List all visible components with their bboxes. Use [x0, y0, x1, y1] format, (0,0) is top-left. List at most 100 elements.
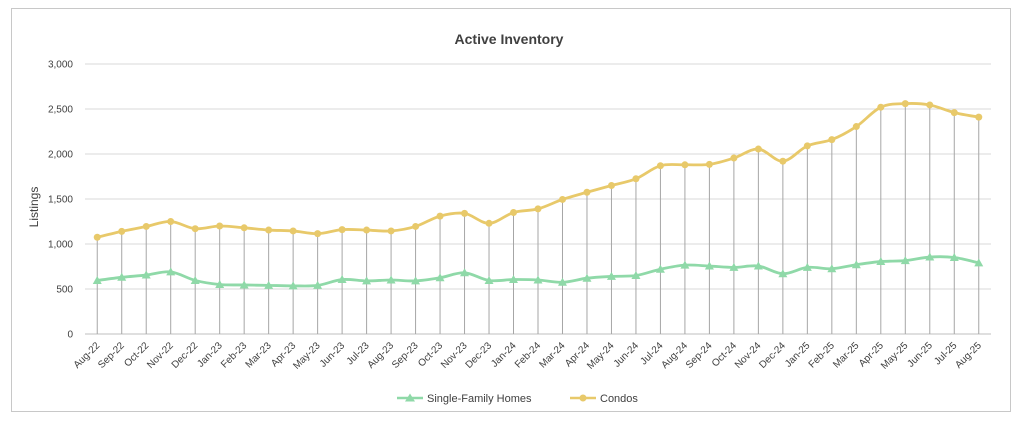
x-tick-label: Mar-24: [537, 340, 567, 370]
data-point-single-family: [435, 273, 445, 282]
data-point-condos: [510, 209, 518, 216]
data-point-single-family: [778, 269, 788, 278]
data-point-condos: [705, 160, 713, 168]
data-point-condos: [191, 225, 199, 233]
data-point-condos: [828, 136, 836, 144]
data-point-condos: [240, 224, 248, 232]
x-tick-label: Jun-23: [318, 340, 348, 370]
data-point-condos: [607, 182, 615, 189]
data-point-single-family: [92, 275, 102, 284]
data-point-single-family: [606, 271, 616, 280]
x-tick-label: Dec-24: [757, 340, 788, 371]
data-point-single-family: [509, 275, 519, 284]
x-tick-label: Feb-23: [219, 340, 249, 370]
data-point-single-family: [680, 260, 690, 269]
data-point-condos: [901, 100, 909, 108]
data-point-condos: [314, 230, 322, 238]
y-tick-label: 0: [67, 330, 73, 341]
x-tick-label: Mar-25: [831, 340, 861, 370]
data-point-condos: [583, 188, 591, 196]
data-point-single-family: [533, 275, 543, 284]
y-tick-label: 1,500: [48, 195, 73, 206]
data-point-single-family: [484, 275, 494, 284]
data-point-condos: [730, 154, 738, 162]
y-tick-label: 2,000: [48, 150, 73, 161]
x-tick-label: Aug-25: [953, 340, 984, 371]
data-point-condos: [387, 227, 395, 235]
data-point-single-family: [631, 271, 641, 279]
data-point-single-family: [729, 262, 739, 271]
data-point-condos: [950, 109, 958, 117]
data-point-single-family: [460, 268, 470, 277]
drop-lines: [96, 103, 980, 334]
x-tick-label: May-25: [879, 340, 911, 372]
data-point-condos: [877, 103, 885, 111]
data-point-single-family: [288, 281, 298, 290]
data-point-condos: [93, 233, 101, 241]
data-point-condos: [852, 123, 860, 131]
chart-frame: Active Inventory 0 500 1,000 1,500 2,000 2,50…: [11, 8, 1011, 412]
data-point-condos: [265, 226, 273, 234]
legend: Single-Family Homes Condos: [397, 393, 638, 405]
data-point-single-family: [851, 260, 861, 269]
legend-marker-single-family: [405, 393, 415, 402]
data-point-single-family: [949, 253, 959, 261]
data-point-single-family: [655, 264, 665, 273]
data-point-single-family: [386, 275, 396, 284]
data-point-single-family: [313, 280, 323, 289]
data-point-condos: [485, 219, 493, 227]
data-point-condos: [167, 218, 175, 225]
x-tick-label: Feb-25: [807, 340, 837, 370]
data-point-single-family: [557, 277, 567, 286]
legend-marker-condos: [579, 394, 587, 402]
data-point-single-family: [117, 272, 127, 281]
series-group: [92, 100, 984, 290]
data-point-single-family: [704, 261, 714, 270]
data-point-single-family: [900, 256, 910, 265]
y-tick-label: 500: [56, 285, 73, 296]
data-point-single-family: [239, 280, 249, 289]
y-tick-labels: 0 500 1,000 1,500 2,000 2,500 3,000: [48, 60, 73, 341]
data-point-condos: [534, 205, 542, 213]
data-point-single-family: [974, 258, 984, 267]
data-point-condos: [363, 226, 371, 234]
legend-label-single-family: Single-Family Homes: [427, 393, 532, 405]
x-tick-label: Dec-23: [464, 340, 495, 371]
data-point-condos: [656, 162, 664, 170]
x-tick-label: Feb-24: [513, 340, 543, 370]
data-point-single-family: [582, 273, 592, 282]
data-point-single-family: [141, 270, 151, 279]
data-point-condos: [289, 227, 297, 235]
data-point-single-family: [337, 275, 347, 284]
data-point-condos: [558, 195, 566, 203]
data-point-single-family: [264, 280, 274, 289]
data-point-condos: [632, 175, 640, 183]
data-point-condos: [926, 101, 934, 109]
x-tick-label: Mar-23: [244, 340, 274, 370]
data-point-single-family: [190, 275, 200, 284]
data-point-single-family: [362, 276, 372, 285]
y-axis-label: Listings: [27, 187, 41, 228]
data-point-condos: [754, 145, 762, 153]
data-point-condos: [779, 157, 787, 165]
x-tick-label: May-24: [585, 340, 617, 372]
data-point-condos: [681, 161, 689, 169]
data-point-condos: [412, 222, 420, 230]
data-point-condos: [461, 209, 469, 217]
x-tick-label: Sep-23: [390, 340, 421, 371]
data-point-condos: [975, 113, 983, 121]
data-point-condos: [803, 142, 811, 150]
x-tick-labels: Aug-22Sep-22Oct-22Nov-22Dec-22Jan-23Feb-…: [72, 340, 984, 372]
legend-label-condos: Condos: [600, 393, 638, 405]
y-tick-label: 2,500: [48, 105, 73, 116]
data-point-single-family: [753, 261, 763, 270]
y-tick-label: 3,000: [48, 60, 73, 71]
x-tick-label: Dec-22: [170, 340, 201, 371]
data-point-condos: [436, 212, 444, 220]
chart-title: Active Inventory: [455, 31, 564, 47]
x-tick-label: May-23: [291, 340, 323, 372]
x-tick-label: Sep-24: [684, 340, 715, 371]
x-tick-label: Sep-22: [96, 340, 127, 371]
data-point-single-family: [411, 276, 421, 285]
data-point-single-family: [925, 252, 935, 261]
